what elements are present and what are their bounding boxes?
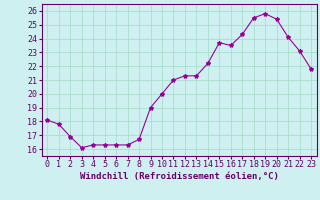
X-axis label: Windchill (Refroidissement éolien,°C): Windchill (Refroidissement éolien,°C) [80,172,279,181]
